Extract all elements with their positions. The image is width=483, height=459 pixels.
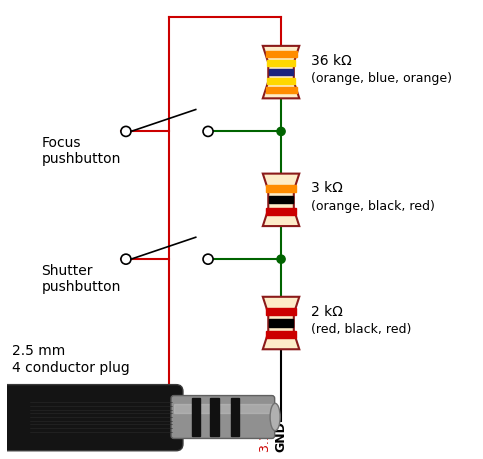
Bar bbox=[266, 185, 296, 192]
Circle shape bbox=[203, 126, 213, 136]
Bar bbox=[266, 51, 297, 57]
Bar bbox=[266, 308, 296, 315]
Circle shape bbox=[277, 255, 285, 263]
Text: Shutter
pushbutton: Shutter pushbutton bbox=[42, 264, 121, 294]
Circle shape bbox=[277, 127, 285, 135]
Text: (red, black, red): (red, black, red) bbox=[311, 324, 411, 336]
Bar bbox=[269, 69, 294, 75]
FancyBboxPatch shape bbox=[0, 385, 183, 451]
Text: (orange, blue, orange): (orange, blue, orange) bbox=[311, 73, 452, 85]
Text: 3 kΩ: 3 kΩ bbox=[311, 181, 342, 196]
Polygon shape bbox=[263, 46, 299, 98]
Text: (orange, black, red): (orange, black, red) bbox=[311, 200, 435, 213]
Text: 3.1 V: 3.1 V bbox=[258, 420, 271, 452]
Text: GND: GND bbox=[274, 421, 287, 452]
Bar bbox=[266, 87, 297, 93]
Bar bbox=[231, 398, 239, 436]
Polygon shape bbox=[263, 174, 299, 226]
Bar bbox=[267, 78, 295, 84]
Bar bbox=[266, 331, 296, 338]
Ellipse shape bbox=[270, 403, 280, 431]
Circle shape bbox=[121, 254, 131, 264]
Text: 2.5 mm
4 conductor plug: 2.5 mm 4 conductor plug bbox=[12, 344, 129, 375]
Circle shape bbox=[121, 126, 131, 136]
Text: 36 kΩ: 36 kΩ bbox=[311, 54, 352, 67]
Bar bbox=[210, 398, 218, 436]
Text: Focus
pushbutton: Focus pushbutton bbox=[42, 136, 121, 166]
Bar bbox=[269, 196, 294, 203]
Polygon shape bbox=[263, 297, 299, 349]
Bar bbox=[267, 60, 295, 66]
Bar bbox=[266, 208, 296, 215]
Circle shape bbox=[203, 254, 213, 264]
Text: 2 kΩ: 2 kΩ bbox=[311, 305, 342, 319]
Bar bbox=[192, 398, 200, 436]
Bar bbox=[174, 404, 272, 413]
Bar bbox=[269, 319, 294, 326]
FancyBboxPatch shape bbox=[171, 396, 275, 438]
